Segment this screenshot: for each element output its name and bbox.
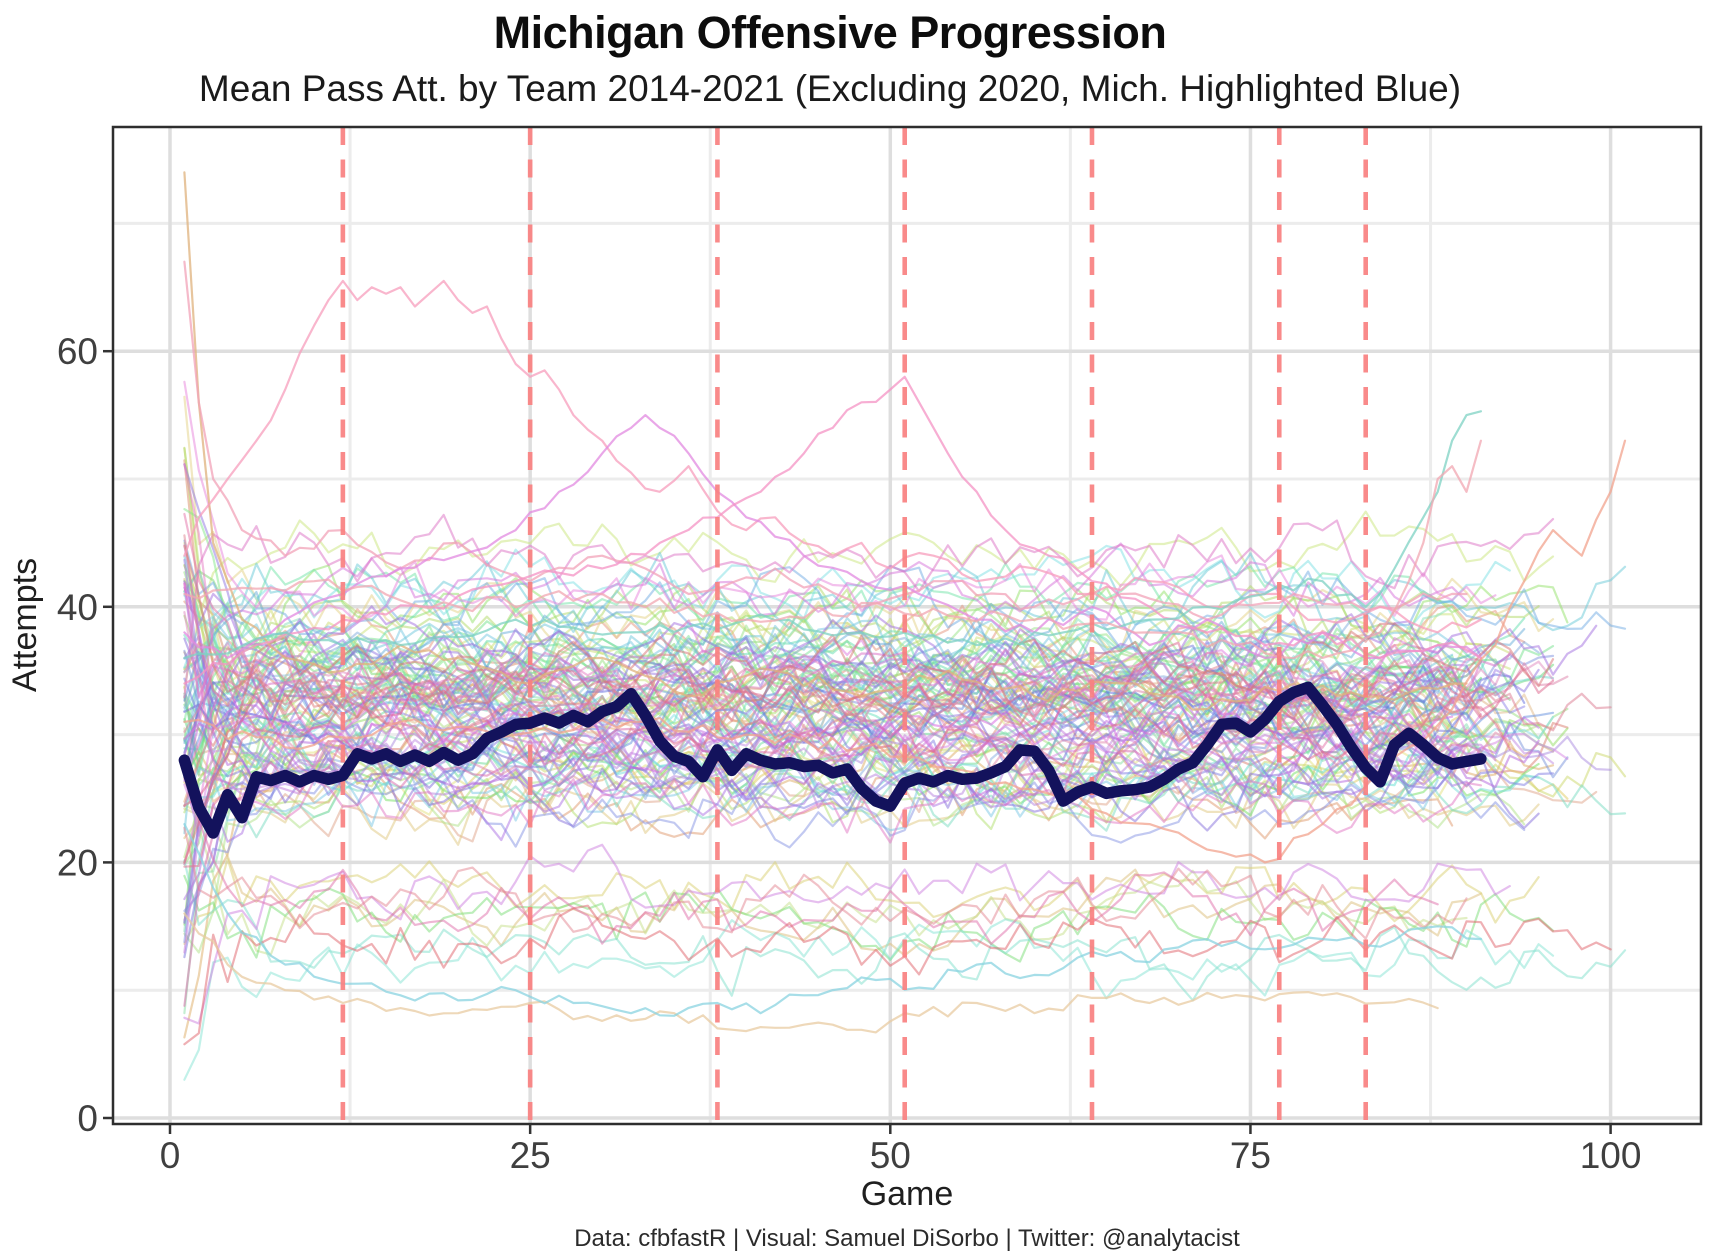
season-boundaries — [340, 127, 1368, 1124]
caption: Data: cfbfastR | Visual: Samuel DiSorbo … — [574, 1225, 1240, 1252]
y-axis-label: Attempts — [6, 558, 44, 692]
team-line — [183, 859, 1627, 1002]
team-line-pink-peak50 — [183, 375, 1482, 685]
team-line — [183, 771, 1540, 846]
team-line-magenta-peak — [183, 414, 1482, 660]
x-tick-label: 100 — [1580, 1135, 1642, 1176]
x-axis: 0 25 50 75 100 Game — [160, 1124, 1642, 1213]
y-ticks: 0 20 40 60 — [57, 331, 113, 1139]
team-line-wheat-low — [183, 912, 1439, 1034]
team-line — [183, 826, 1468, 940]
team-line-teal-end — [183, 410, 1482, 659]
x-tick-label: 50 — [870, 1135, 911, 1176]
team-line — [183, 609, 1454, 713]
panel-border — [111, 125, 1703, 1126]
team-line — [183, 622, 1555, 864]
team-line — [183, 580, 1598, 679]
y-tick-label: 60 — [57, 331, 98, 372]
team-line-pink-end — [183, 439, 1482, 660]
team-line — [183, 874, 1555, 963]
team-line — [183, 661, 1612, 808]
team-line — [183, 611, 1555, 731]
chart-subtitle: Mean Pass Att. by Team 2014-2021 (Exclud… — [199, 68, 1461, 109]
x-tick-label: 75 — [1230, 1135, 1271, 1176]
team-line — [183, 447, 1540, 650]
team-line — [183, 768, 1526, 912]
team-line — [183, 513, 1555, 699]
y-tick-label: 20 — [57, 842, 98, 883]
x-tick-label: 0 — [160, 1135, 181, 1176]
team-line — [183, 562, 1439, 742]
x-axis-label: Game — [861, 1175, 954, 1213]
team-line-cyan-low — [183, 823, 1482, 1017]
y-axis: 0 20 40 60 Attempts — [6, 331, 113, 1139]
team-line — [183, 749, 1526, 954]
chart-title: Michigan Offensive Progression — [494, 7, 1167, 58]
team-line — [183, 918, 1555, 1081]
team-line-pink-drop — [183, 260, 1468, 621]
x-ticks: 0 25 50 75 100 — [160, 1124, 1642, 1176]
team-line — [183, 642, 1511, 793]
team-line — [183, 380, 1497, 624]
team-line — [183, 698, 1511, 868]
y-tick-label: 40 — [57, 587, 98, 628]
team-line — [183, 755, 1439, 945]
team-line — [183, 582, 1482, 844]
team-line — [183, 709, 1612, 837]
x-tick-label: 25 — [510, 1135, 551, 1176]
team-line — [183, 818, 1482, 957]
team-line — [183, 843, 1511, 1025]
team-line — [183, 857, 1540, 945]
y-tick-label: 0 — [77, 1098, 98, 1139]
team-line — [183, 647, 1569, 738]
team-line — [183, 641, 1555, 807]
team-line-tan-spike — [183, 171, 1468, 711]
plot-panel — [111, 125, 1703, 1126]
michigan-line — [178, 681, 1487, 839]
team-line — [183, 904, 1612, 1046]
team-line — [183, 512, 1511, 749]
